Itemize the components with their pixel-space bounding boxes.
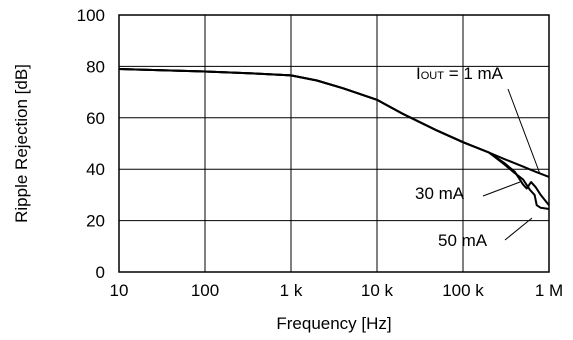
tick-labels: 10 100 1 k 10 k 100 k 1 M 0 20 40 60 80 100 — [77, 6, 564, 300]
y-tick-label: 0 — [96, 263, 105, 282]
series-line-1ma — [118, 68, 550, 178]
x-tick-label: 1 k — [280, 281, 303, 300]
y-axis-label: Ripple Rejection [dB] — [12, 64, 31, 223]
series-lines — [118, 68, 550, 210]
x-tick-label: 100 k — [442, 281, 484, 300]
y-tick-label: 80 — [86, 57, 105, 76]
y-tick-label: 60 — [86, 109, 105, 128]
annotation-label-50ma: 50 mA — [438, 231, 488, 250]
x-tick-label: 100 — [191, 281, 219, 300]
annotation-leader-50ma — [504, 217, 533, 241]
annotations: IOUT = 1 mA 30 mA 50 mA — [415, 64, 541, 250]
x-tick-label: 10 k — [361, 281, 394, 300]
x-axis-label: Frequency [Hz] — [276, 314, 391, 333]
annotation-1ma-main: I — [416, 64, 421, 83]
y-tick-label: 40 — [86, 160, 105, 179]
plot-frame — [118, 14, 550, 273]
y-tick-label: 20 — [86, 212, 105, 231]
y-tick-label: 100 — [77, 6, 105, 25]
annotation-leader-30ma — [482, 181, 521, 197]
annotation-label-30ma: 30 mA — [415, 184, 465, 203]
annotation-1ma-subscript: OUT — [421, 70, 445, 82]
annotation-leader-1ma — [507, 88, 541, 175]
annotation-1ma-rest: = 1 mA — [444, 64, 504, 83]
annotation-label-1ma: IOUT = 1 mA — [416, 64, 504, 83]
x-tick-label: 1 M — [535, 281, 563, 300]
grid — [119, 15, 549, 272]
x-tick-label: 10 — [110, 281, 129, 300]
